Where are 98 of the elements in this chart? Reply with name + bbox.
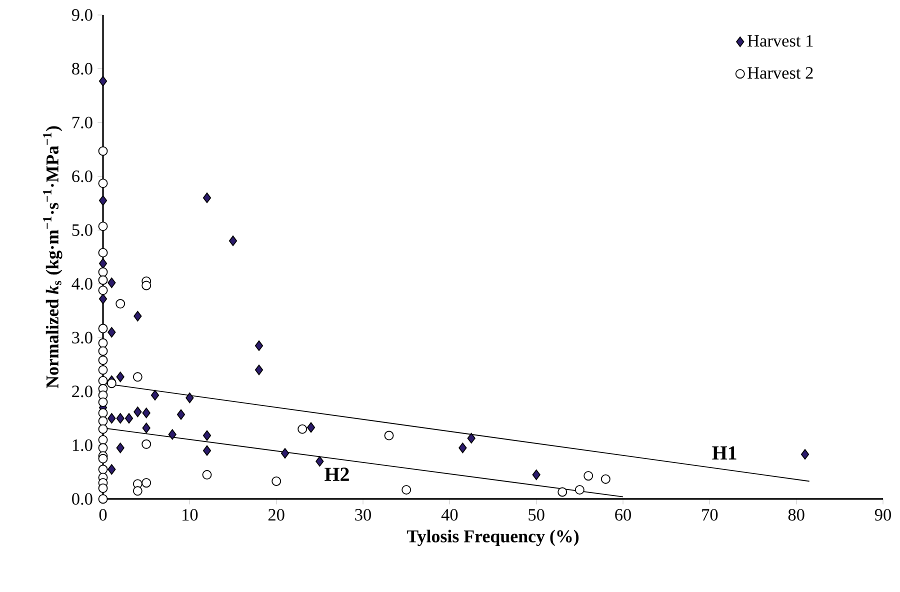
x-tick-label: 30 — [355, 509, 371, 521]
point — [574, 485, 584, 495]
point — [142, 422, 150, 434]
y-tick-label: 3.0 — [72, 332, 92, 344]
legend-label: Harvest 1 — [748, 35, 813, 47]
point — [98, 376, 108, 386]
point — [228, 236, 238, 246]
x-tick-label: 10 — [182, 509, 198, 521]
point — [98, 454, 108, 464]
point — [106, 378, 116, 388]
point — [298, 424, 308, 434]
point — [98, 286, 108, 296]
point — [108, 278, 116, 288]
x-tick-label: 20 — [268, 509, 284, 521]
point — [98, 346, 108, 356]
point — [132, 486, 142, 496]
point — [142, 439, 152, 449]
x-tick-label: 50 — [528, 509, 544, 521]
annotation: H2 — [324, 468, 349, 481]
point — [98, 195, 108, 206]
point — [142, 280, 152, 290]
point — [98, 178, 108, 188]
point — [202, 192, 212, 204]
point — [532, 470, 540, 480]
point — [108, 464, 116, 475]
point — [168, 429, 176, 440]
y-tick-label: 0.0 — [72, 493, 92, 505]
point — [132, 372, 142, 382]
point — [116, 299, 126, 309]
point — [98, 416, 108, 426]
point — [280, 448, 290, 459]
point — [98, 275, 108, 285]
point — [142, 408, 150, 418]
x-tick-label: 70 — [702, 509, 718, 521]
point — [584, 471, 594, 481]
point — [98, 356, 108, 365]
point — [202, 430, 212, 441]
y-tick-label: 1.0 — [72, 439, 92, 452]
point — [124, 413, 134, 424]
point — [98, 338, 108, 348]
point — [142, 478, 152, 488]
point — [458, 442, 467, 454]
point — [306, 422, 316, 433]
y-tick-label: 8.0 — [72, 62, 92, 75]
point — [98, 408, 108, 418]
y-tick-label: 9.0 — [72, 9, 92, 21]
point — [98, 258, 108, 269]
point — [402, 485, 412, 495]
point — [116, 372, 124, 382]
point — [316, 456, 324, 467]
y-tick-label: 2.0 — [72, 386, 92, 398]
point — [98, 464, 108, 474]
point — [134, 310, 142, 322]
point — [98, 365, 108, 375]
point — [98, 146, 108, 156]
point — [98, 294, 108, 304]
x-tick-label: 60 — [615, 509, 631, 521]
point — [186, 392, 194, 404]
point — [116, 442, 124, 454]
x-tick-label: 90 — [874, 509, 891, 521]
annotation: H1 — [712, 446, 736, 460]
point — [98, 222, 108, 232]
point — [98, 324, 108, 334]
legend-label: Harvest 2 — [748, 67, 813, 79]
point — [108, 413, 116, 424]
point — [467, 432, 476, 444]
x-tick-label: 0 — [99, 509, 107, 521]
y-tick-label: 6.0 — [72, 170, 92, 182]
x-tick-label: 80 — [788, 509, 804, 521]
point — [134, 406, 142, 418]
point — [108, 327, 116, 338]
y-tick-label: 7.0 — [72, 116, 92, 128]
point — [272, 476, 282, 486]
point — [254, 340, 264, 351]
point — [116, 413, 124, 424]
point — [384, 430, 394, 440]
point — [254, 364, 264, 376]
point — [202, 470, 212, 480]
point — [98, 248, 108, 258]
point — [98, 443, 108, 453]
point — [98, 267, 108, 277]
x-axis-title: Tylosis Frequency (%) — [406, 530, 579, 546]
point — [98, 397, 108, 407]
point — [150, 390, 160, 400]
point — [98, 435, 108, 445]
point — [98, 483, 108, 493]
point — [558, 487, 568, 497]
point — [98, 494, 108, 504]
point — [176, 409, 186, 420]
y-tick-label: 4.0 — [72, 278, 92, 290]
y-tick-label: 5.0 — [72, 224, 92, 236]
point — [98, 76, 108, 86]
x-tick-label: 40 — [441, 509, 458, 521]
point — [800, 449, 810, 460]
point — [98, 424, 108, 434]
point — [202, 445, 212, 456]
point — [600, 474, 610, 484]
text: Normalized k$_{s}$ (kg·m$^{−1}$·s$^{−1}$·MPa$^{−1}$) — [43, 126, 62, 388]
